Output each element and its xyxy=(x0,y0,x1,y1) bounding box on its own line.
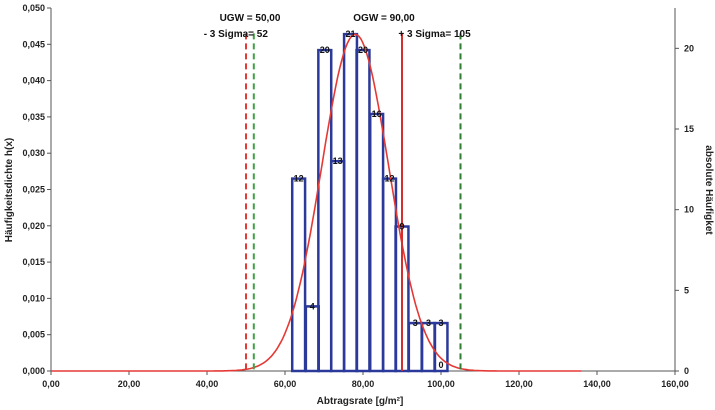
histogram-bar xyxy=(290,177,307,373)
x-tick-label: 120,00 xyxy=(505,379,533,389)
histogram-bar xyxy=(368,112,385,373)
histogram-bar xyxy=(317,48,333,373)
y-tick-label: 0,005 xyxy=(22,330,45,340)
x-tick-label: 60,00 xyxy=(274,379,297,389)
histogram-bar xyxy=(342,32,359,373)
y2-tick-label: 20 xyxy=(684,43,694,53)
y-tick-label: 0,030 xyxy=(22,148,45,158)
histogram-bar xyxy=(355,48,371,373)
y2-tick-label: 0 xyxy=(684,366,689,376)
bar-count-label: 3 xyxy=(413,318,418,328)
normal-curve xyxy=(51,33,582,372)
y2-tick-label: 10 xyxy=(684,205,694,215)
bar-count-label: 12 xyxy=(294,174,304,184)
histogram-bar xyxy=(329,159,346,373)
normal-distribution-curve xyxy=(51,33,582,372)
bar-count-label: 20 xyxy=(320,45,330,55)
bar-count-label: 9 xyxy=(399,222,404,232)
bar-count-label: 20 xyxy=(358,45,368,55)
histogram-bar xyxy=(407,321,423,373)
y-tick-label: 0,050 xyxy=(22,3,45,13)
y-tick-label: 0,010 xyxy=(22,293,45,303)
histogram-bar xyxy=(433,321,449,373)
x-axis-title: Abtragsrate [g/m²] xyxy=(317,396,404,407)
bar-count-label: 16 xyxy=(372,109,382,119)
bars xyxy=(290,32,449,373)
x-tick-label: 40,00 xyxy=(196,379,219,389)
bar-count-label: 21 xyxy=(346,29,356,39)
x-tick-label: 100,00 xyxy=(427,379,455,389)
bar-count-label: 12 xyxy=(385,174,395,184)
y2-axis-title: absolute Häufigket xyxy=(703,145,714,235)
x-tick-label: 0,00 xyxy=(42,379,60,389)
bar-count-label: 3 xyxy=(438,318,443,328)
axes: 0,00 20,00 40,00 60,00 80,00 100,00 120,00 140,… xyxy=(22,3,694,389)
y-tick-label: 0,015 xyxy=(22,257,45,267)
bar-count-label: 0 xyxy=(438,360,443,370)
reference-line-label: - 3 Sigma= 52 xyxy=(204,29,269,40)
reference-line-label: UGW = 50,00 xyxy=(220,13,281,24)
y-tick-label: 0,040 xyxy=(22,76,45,86)
y2-tick-label: 15 xyxy=(684,124,694,134)
y-axis-title: Häufigkeitsdichte h(x) xyxy=(4,138,15,242)
reference-lines xyxy=(245,33,462,371)
bar-count-label: 4 xyxy=(310,301,315,311)
y-tick-label: 0,035 xyxy=(22,112,45,122)
bar-count-label: 3 xyxy=(426,318,431,328)
y-tick-label: 0,045 xyxy=(22,39,45,49)
y-tick-label: 0,000 xyxy=(22,366,45,376)
y-tick-label: 0,025 xyxy=(22,185,45,195)
y-tick-label: 0,020 xyxy=(22,221,45,231)
histogram-bar xyxy=(304,305,320,373)
x-tick-label: 160,00 xyxy=(661,379,689,389)
histogram-bar xyxy=(381,177,398,373)
x-tick-label: 140,00 xyxy=(583,379,611,389)
reference-line-label: OGW = 90,00 xyxy=(353,13,415,24)
x-tick-label: 80,00 xyxy=(352,379,375,389)
x-tick-label: 20,00 xyxy=(118,379,141,389)
bar-count-label: 13 xyxy=(333,156,343,166)
y2-tick-label: 5 xyxy=(684,285,689,295)
reference-line-label: + 3 Sigma= 105 xyxy=(398,29,471,40)
